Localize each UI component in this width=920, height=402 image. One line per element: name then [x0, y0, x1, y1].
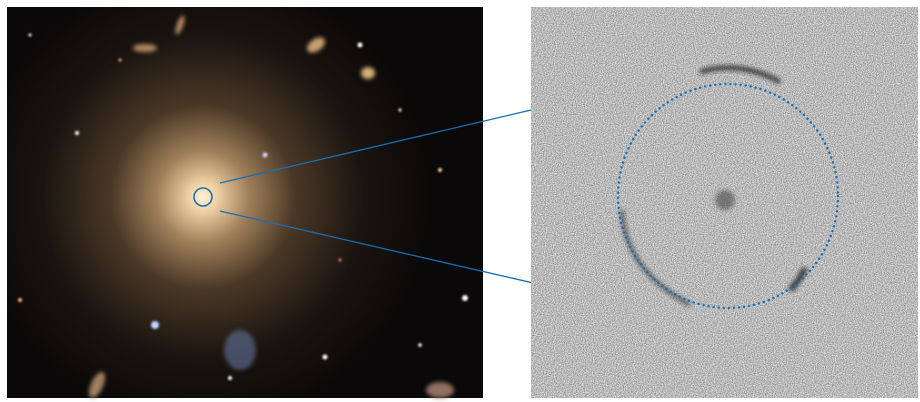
residual-image	[531, 7, 918, 398]
galaxy-image	[7, 7, 483, 398]
